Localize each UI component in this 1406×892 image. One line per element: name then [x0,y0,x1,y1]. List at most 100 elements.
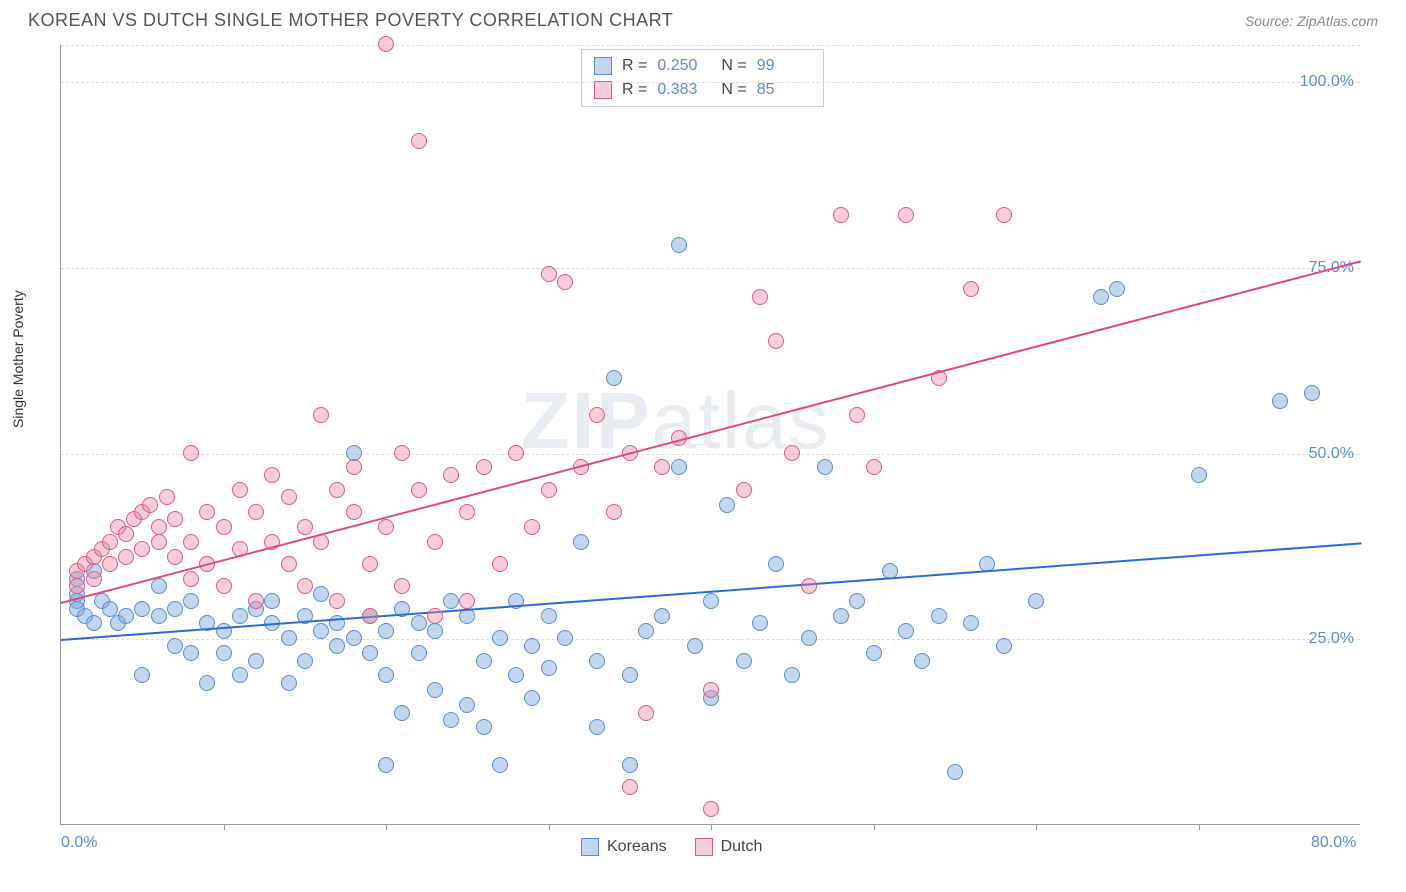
data-point [459,697,475,713]
data-point [638,623,654,639]
data-point [557,630,573,646]
data-point [411,645,427,661]
data-point [1109,281,1125,297]
data-point [801,578,817,594]
data-point [394,578,410,594]
trend-line [61,260,1362,604]
gridline [61,454,1360,455]
data-point [492,630,508,646]
data-point [784,445,800,461]
data-point [833,608,849,624]
data-point [703,801,719,817]
source-attribution: Source: ZipAtlas.com [1245,13,1378,29]
data-point [329,638,345,654]
x-tick-label: 80.0% [1311,834,1356,852]
legend-swatch [581,838,599,856]
y-tick-label: 50.0% [1309,445,1354,463]
data-point [1191,467,1207,483]
data-point [736,482,752,498]
data-point [134,601,150,617]
data-point [411,482,427,498]
x-tick [224,824,225,830]
legend-swatch [594,57,612,75]
data-point [378,36,394,52]
data-point [476,459,492,475]
data-point [86,615,102,631]
data-point [752,289,768,305]
data-point [313,586,329,602]
data-point [866,645,882,661]
data-point [199,675,215,691]
data-point [459,593,475,609]
series-name: Koreans [607,838,667,856]
gridline [61,268,1360,269]
data-point [151,608,167,624]
data-point [524,690,540,706]
data-point [898,207,914,223]
data-point [297,519,313,535]
x-tick [549,824,550,830]
data-point [264,593,280,609]
data-point [768,556,784,572]
data-point [963,281,979,297]
data-point [134,541,150,557]
data-point [508,445,524,461]
data-point [281,489,297,505]
data-point [394,705,410,721]
data-point [118,549,134,565]
data-point [752,615,768,631]
data-point [86,571,102,587]
data-point [118,608,134,624]
series-name: Dutch [721,838,763,856]
gridline [61,45,1360,46]
x-tick [711,824,712,830]
data-point [719,497,735,513]
r-value: 0.250 [657,54,711,78]
data-point [589,653,605,669]
data-point [167,549,183,565]
data-point [589,407,605,423]
data-point [492,556,508,572]
data-point [281,630,297,646]
n-value: 99 [757,54,811,78]
data-point [671,237,687,253]
data-point [541,266,557,282]
data-point [443,593,459,609]
data-point [866,459,882,475]
data-point [947,764,963,780]
legend-swatch [594,81,612,99]
legend-item: Koreans [581,838,667,856]
data-point [118,526,134,542]
data-point [142,497,158,513]
data-point [654,459,670,475]
data-point [427,623,443,639]
data-point [443,467,459,483]
data-point [232,608,248,624]
data-point [329,593,345,609]
data-point [313,623,329,639]
data-point [703,682,719,698]
y-tick-label: 25.0% [1309,630,1354,648]
data-point [833,207,849,223]
data-point [346,459,362,475]
data-point [476,653,492,669]
data-point [248,593,264,609]
x-tick-label: 0.0% [61,834,97,852]
data-point [492,757,508,773]
data-point [329,482,345,498]
r-label: R = [622,54,647,78]
data-point [232,482,248,498]
chart-title: KOREAN VS DUTCH SINGLE MOTHER POVERTY CO… [28,10,673,31]
data-point [378,757,394,773]
data-point [622,757,638,773]
data-point [1272,393,1288,409]
data-point [996,638,1012,654]
data-point [443,712,459,728]
data-point [151,578,167,594]
data-point [102,601,118,617]
data-point [931,608,947,624]
data-point [849,407,865,423]
x-tick [874,824,875,830]
data-point [849,593,865,609]
data-point [1304,385,1320,401]
